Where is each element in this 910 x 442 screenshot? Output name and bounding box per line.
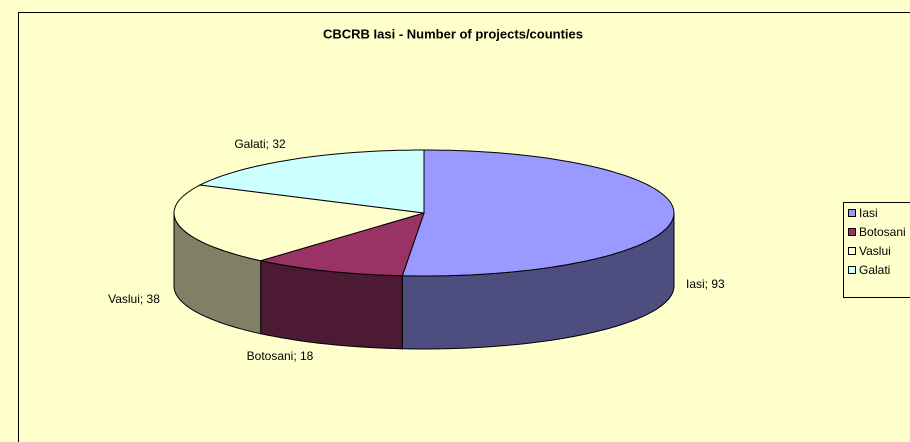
legend-label: Vaslui: [859, 244, 891, 258]
slice: [260, 212, 425, 277]
slice: [173, 184, 425, 262]
slice: [401, 149, 675, 277]
legend-label: Iasi: [859, 206, 878, 220]
data-label: Botosani; 18: [247, 349, 314, 363]
data-label: Vaslui; 38: [108, 292, 160, 306]
data-label: Galati; 32: [234, 137, 286, 151]
legend-swatch: [848, 209, 856, 217]
legend-label: Galati: [859, 263, 890, 277]
legend-swatch: [848, 228, 856, 236]
legend: Iasi Botosani Vaslui Galati: [843, 202, 910, 298]
legend-swatch: [848, 266, 856, 274]
legend-label: Botosani: [859, 225, 906, 239]
pie: Iasi; 93 Botosani; 18 Vaslui; 38 Galati; 32: [108, 137, 725, 363]
slice: [198, 149, 425, 214]
chart-title: CBCRB Iasi - Number of projects/counties: [323, 26, 583, 41]
legend-swatch: [848, 247, 856, 255]
data-label: Iasi; 93: [686, 277, 725, 291]
